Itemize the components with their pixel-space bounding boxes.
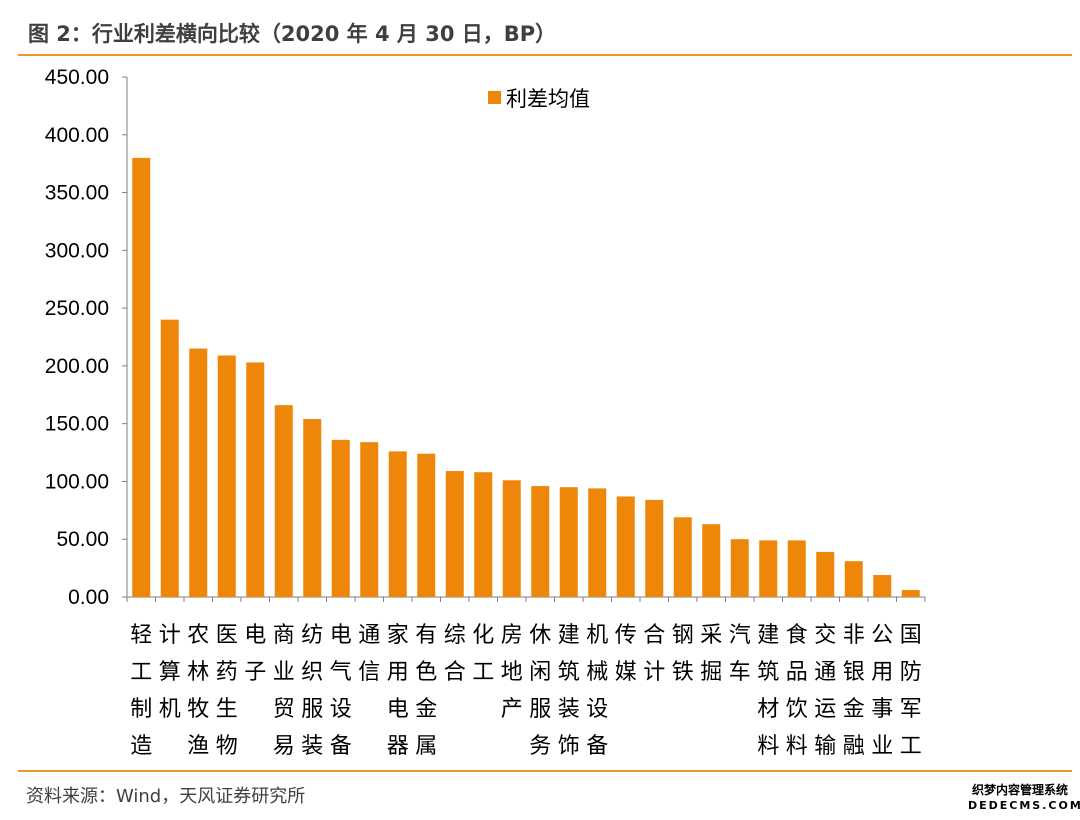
top-rule bbox=[18, 54, 1072, 56]
bar bbox=[217, 355, 236, 597]
x-tick-label: 建筑材料 bbox=[757, 623, 779, 759]
x-tick-label: 建筑装饰 bbox=[558, 623, 580, 759]
x-tick-label: 休闲服务 bbox=[529, 623, 551, 759]
y-tick-label: 100.00 bbox=[45, 470, 109, 493]
bottom-rule bbox=[18, 770, 1072, 772]
bar bbox=[445, 471, 464, 597]
x-tick-label: 电子 bbox=[244, 623, 266, 685]
legend-label: 利差均值 bbox=[506, 87, 590, 111]
bar bbox=[531, 486, 550, 597]
bar bbox=[417, 453, 436, 597]
bar bbox=[873, 575, 892, 597]
x-tick-label: 化工 bbox=[472, 623, 494, 685]
bar bbox=[702, 524, 721, 597]
bar bbox=[616, 496, 635, 597]
x-tick-label: 综合 bbox=[444, 623, 466, 685]
bar bbox=[588, 488, 607, 597]
watermark-line2: DEDECMS.COM bbox=[968, 799, 1080, 812]
watermark-line1: 织梦内容管理系统 bbox=[971, 783, 1068, 797]
x-tick-label: 电气设备 bbox=[330, 623, 352, 759]
chart-title: 图 2：行业利差横向比较（2020 年 4 月 30 日，BP） bbox=[28, 22, 557, 46]
x-tick-label: 采掘 bbox=[700, 623, 722, 685]
y-tick-label: 400.00 bbox=[45, 124, 109, 147]
x-tick-label: 传媒 bbox=[615, 623, 637, 685]
bar bbox=[132, 157, 151, 597]
y-tick-label: 350.00 bbox=[45, 182, 109, 205]
x-tick-label: 合计 bbox=[643, 623, 665, 685]
bar bbox=[759, 540, 778, 597]
bar-chart: 0.00 50.00 100.00 150.00 200.00 250.00 300.00 3… bbox=[45, 66, 926, 759]
bar bbox=[844, 561, 863, 597]
y-tick-label: 50.00 bbox=[56, 528, 109, 551]
bar bbox=[787, 540, 806, 597]
bar bbox=[160, 319, 179, 597]
x-tick-label: 有色金属 bbox=[415, 623, 437, 759]
x-tick-label: 医药生物 bbox=[216, 623, 238, 759]
bar bbox=[274, 405, 293, 597]
x-tick-label: 交通运输 bbox=[814, 623, 836, 759]
x-tick-label: 食品饮料 bbox=[786, 623, 808, 759]
y-tick-label: 250.00 bbox=[45, 297, 109, 320]
bar bbox=[360, 442, 379, 597]
x-tick-label: 商业贸易 bbox=[273, 623, 295, 759]
y-tick-label: 450.00 bbox=[45, 66, 109, 89]
bar bbox=[246, 362, 265, 597]
y-tick-label: 0.00 bbox=[68, 586, 109, 609]
bar bbox=[730, 539, 749, 597]
legend-swatch bbox=[488, 91, 501, 104]
x-tick-label: 通信 bbox=[358, 623, 380, 685]
bar bbox=[816, 551, 835, 597]
x-tick-label: 汽车 bbox=[729, 623, 751, 685]
source-note: 资料来源：Wind，天风证券研究所 bbox=[26, 786, 306, 807]
bar bbox=[331, 439, 350, 597]
y-tick-label: 300.00 bbox=[45, 239, 109, 262]
bar bbox=[388, 451, 407, 597]
x-tick-label: 公用事业 bbox=[871, 623, 893, 759]
bar bbox=[303, 419, 322, 597]
y-tick-label: 150.00 bbox=[45, 413, 109, 436]
x-tick-label: 家用电器 bbox=[387, 623, 409, 759]
bar bbox=[559, 487, 578, 597]
x-tick-label: 国防军工 bbox=[900, 623, 922, 759]
x-tick-label: 机械设备 bbox=[586, 623, 608, 759]
bar bbox=[502, 480, 521, 597]
x-tick-label: 农林牧渔 bbox=[187, 623, 209, 759]
x-tick-label: 纺织服装 bbox=[301, 623, 323, 759]
x-tick-label: 房地产 bbox=[501, 623, 523, 722]
x-tick-label: 非银金融 bbox=[843, 623, 865, 759]
bar bbox=[189, 348, 208, 597]
x-tick-label: 计算机 bbox=[159, 623, 181, 722]
bar bbox=[901, 590, 920, 597]
watermark: 织梦内容管理系统 DEDECMS.COM bbox=[968, 782, 1080, 814]
x-tick-label: 轻工制造 bbox=[130, 623, 152, 759]
bar bbox=[673, 517, 692, 597]
bar bbox=[474, 472, 493, 597]
y-tick-label: 200.00 bbox=[45, 355, 109, 378]
bar bbox=[645, 499, 664, 597]
x-tick-label: 钢铁 bbox=[672, 623, 694, 685]
